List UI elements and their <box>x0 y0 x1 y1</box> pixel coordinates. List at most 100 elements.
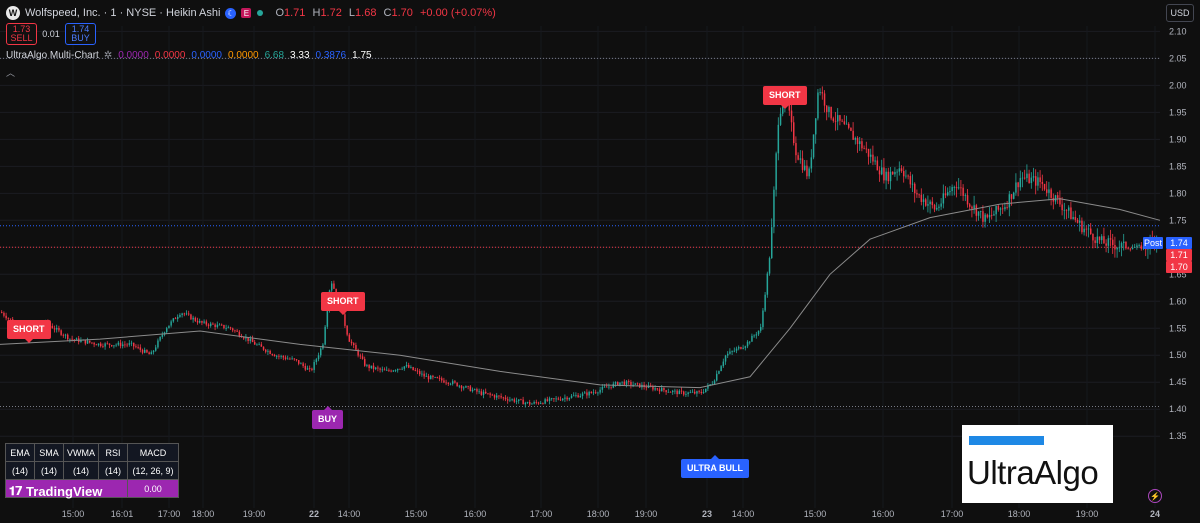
candle-body <box>320 348 322 356</box>
time-tick: 16:01 <box>111 509 134 519</box>
candle-body <box>771 227 773 259</box>
candle-body <box>454 381 456 383</box>
buy-button[interactable]: 1.74 BUY <box>65 23 96 45</box>
time-tick: 15:00 <box>62 509 85 519</box>
candle-body <box>749 341 751 343</box>
candle-body <box>878 170 881 175</box>
candle-body <box>654 388 656 390</box>
candle-body <box>434 377 436 378</box>
candle-body <box>403 366 406 369</box>
candle-body <box>773 189 775 228</box>
moon-icon[interactable]: ☾ <box>225 7 237 19</box>
candle-body <box>597 392 599 394</box>
candle-body <box>779 113 782 125</box>
candle-body <box>383 369 386 371</box>
time-tick: 23 <box>702 509 712 519</box>
candle-body <box>375 367 377 369</box>
candle-body <box>702 392 705 394</box>
candle-body <box>863 148 865 150</box>
candle-body <box>229 327 232 329</box>
candle-body <box>744 346 747 348</box>
candle-body <box>124 344 126 346</box>
candle-body <box>845 123 848 125</box>
candle-body <box>738 347 740 349</box>
candle-body <box>1105 243 1107 246</box>
candle-body <box>797 155 799 160</box>
indicator-value: 0.0000 <box>118 50 149 61</box>
candle-body <box>441 378 443 381</box>
candle-body <box>234 330 236 332</box>
candle-body <box>245 337 247 339</box>
flash-icon[interactable]: ⚡ <box>1148 489 1162 503</box>
time-axis[interactable]: 15:00 16:01 17:00 18:00 19:00 22 14:00 15:00 16:… <box>0 508 1200 523</box>
price-tick: 1.60 <box>1169 296 1187 306</box>
candle-body <box>610 386 612 388</box>
indicator-value: 0.0000 <box>227 50 259 61</box>
sell-button[interactable]: 1.73 SELL <box>6 23 37 45</box>
candle-body <box>372 365 375 369</box>
candle-body <box>1032 176 1035 178</box>
candle-body <box>1030 177 1033 184</box>
candle-body <box>469 386 472 392</box>
candle-body <box>575 395 577 396</box>
candle-body <box>819 92 821 93</box>
extended-hours-icon[interactable]: E <box>241 8 252 18</box>
candle-body <box>260 344 263 347</box>
candle-body <box>1004 207 1006 210</box>
candle-body <box>1074 217 1077 220</box>
signal-buy: BUY <box>312 406 344 429</box>
candle-body <box>667 391 670 393</box>
symbol-title[interactable]: Wolfspeed, Inc. · 1 · NYSE · Heikin Ashi <box>25 7 221 19</box>
spread-value: 0.01 <box>42 29 60 39</box>
candle-body <box>168 325 170 329</box>
collapse-chevron-icon[interactable]: ︿ <box>6 68 16 78</box>
candle-body <box>762 310 764 328</box>
candle-body <box>106 343 109 345</box>
candle-body <box>104 343 106 347</box>
candle-body <box>1118 247 1121 249</box>
candle-body <box>742 347 744 349</box>
candle-body <box>1101 236 1103 241</box>
candle-body <box>425 376 428 377</box>
candle-body <box>172 318 175 322</box>
candle-body <box>988 214 991 218</box>
candle-body <box>687 392 689 395</box>
candle-body <box>460 385 463 389</box>
settings-gear-icon[interactable]: ✲ <box>103 50 113 61</box>
candle-body <box>1134 247 1136 248</box>
candle-body <box>601 386 604 390</box>
candle-body <box>256 344 258 346</box>
tradingview-logo[interactable]: 𝟏𝟳 TradingView <box>9 484 103 499</box>
candle-body <box>1136 245 1138 248</box>
candle-body <box>542 403 544 404</box>
candle-body <box>75 338 78 340</box>
candle-body <box>111 345 113 347</box>
candle-body <box>392 370 395 372</box>
candle-body <box>289 358 291 360</box>
candle-body <box>966 195 969 205</box>
candle-body <box>170 321 172 326</box>
candle-body <box>346 325 348 335</box>
candle-body <box>150 352 153 355</box>
candle-body <box>236 330 238 332</box>
candle-body <box>267 350 269 352</box>
candle-body <box>247 337 249 341</box>
candle-body <box>905 175 907 177</box>
candle-body <box>639 383 641 388</box>
indicator-name[interactable]: UltraAlgo Multi-Chart <box>6 50 99 61</box>
price-tick: 1.65 <box>1169 269 1187 279</box>
candle-body <box>790 110 793 123</box>
candle-body <box>896 171 898 173</box>
candle-body <box>1081 220 1083 233</box>
change-value: +0.00 (+0.07%) <box>419 7 496 19</box>
indicator-value: 1.75 <box>352 50 372 61</box>
candle-body <box>449 383 452 385</box>
currency-selector[interactable]: USD <box>1166 4 1194 22</box>
candle-body <box>119 342 122 347</box>
candle-body <box>918 194 920 196</box>
indicator-legend[interactable]: UltraAlgo Multi-Chart ✲ 0.0000 0.0000 0.00… <box>6 50 372 61</box>
candle-body <box>221 324 223 326</box>
candle-body <box>304 365 307 370</box>
candle-body <box>788 100 791 111</box>
